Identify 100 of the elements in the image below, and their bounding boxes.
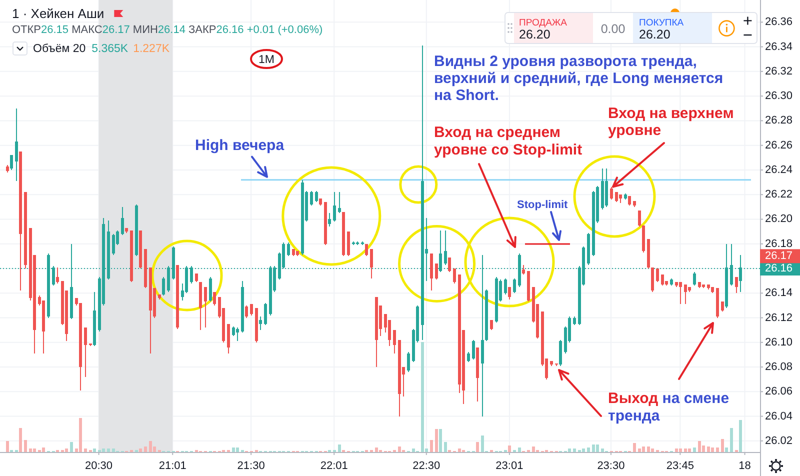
annotation: Выход на смене тренда	[608, 390, 730, 424]
bar	[338, 444, 341, 452]
candlestick	[338, 192, 341, 214]
bar	[19, 428, 22, 452]
y-tick-label: 26.18	[765, 238, 793, 250]
y-tick-label: 26.32	[765, 65, 793, 78]
annotation: Видны 2 уровня разворота тренда, верхний и средний, где Long меняется на Short.	[434, 53, 724, 104]
x-tick-label: 23:45	[666, 460, 694, 472]
annotation: 5.365K	[92, 43, 128, 55]
annotation: Вход на верхнем уровне	[608, 105, 734, 139]
bar	[139, 448, 142, 452]
bar	[412, 448, 415, 452]
x-tick-label: 23:30	[597, 460, 625, 472]
y-tick-label: 26.20	[765, 213, 793, 226]
annotation: 26.20	[639, 28, 670, 42]
bar	[596, 444, 599, 452]
bar	[688, 448, 691, 452]
bar	[693, 448, 696, 452]
bar	[232, 448, 235, 452]
x-tick-label: 20:30	[85, 460, 113, 472]
annotation: ПОКУПКА	[639, 18, 684, 28]
x-tick-label: 18	[738, 460, 751, 472]
bar	[651, 448, 654, 452]
bar	[430, 440, 433, 452]
bar	[107, 448, 110, 452]
bar	[102, 448, 105, 452]
bar	[508, 445, 511, 452]
x-tick-label: 21:01	[158, 460, 186, 472]
bar	[435, 428, 438, 452]
x-tick-label: 23:01	[496, 460, 524, 472]
annotation: 0.00	[600, 22, 626, 36]
chart-title: Объём 20	[33, 43, 86, 55]
y-tick-label: 26.24	[765, 164, 793, 176]
bar	[592, 444, 595, 452]
bar	[458, 448, 461, 452]
y-tick-label: 26.04	[765, 410, 793, 422]
y-tick-label: 26.34	[765, 40, 793, 53]
bar	[721, 438, 724, 452]
bar	[707, 446, 710, 452]
annotation: 1.227K	[133, 43, 170, 55]
text: 26.17	[765, 250, 793, 262]
bar	[532, 446, 535, 452]
annotation: ПРОДАЖА	[519, 18, 568, 28]
bar	[573, 448, 576, 452]
x-tick-label: 22:30	[412, 460, 440, 472]
bar	[398, 446, 401, 452]
y-tick-label: 26.26	[765, 139, 793, 152]
bar	[638, 448, 641, 452]
bar	[24, 440, 27, 452]
bar	[6, 441, 9, 452]
bar	[112, 448, 115, 452]
bar	[684, 448, 687, 452]
annotation: Stop-limit	[517, 199, 568, 211]
y-tick-label: 26.14	[765, 287, 793, 300]
y-tick-label: 26.36	[765, 16, 793, 28]
bar	[70, 442, 73, 452]
bar	[711, 448, 714, 452]
bar	[647, 446, 650, 452]
bar	[568, 448, 571, 452]
x-tick-label: 21:30	[237, 460, 265, 472]
bar	[236, 448, 239, 452]
bar	[79, 418, 82, 452]
bar	[144, 446, 147, 452]
y-tick-label: 26.10	[765, 336, 793, 348]
bar	[716, 448, 719, 452]
bar	[633, 443, 636, 452]
bar	[702, 445, 705, 452]
y-tick-label: 26.22	[765, 188, 793, 201]
bar	[582, 448, 585, 452]
bar	[29, 448, 32, 452]
bar	[481, 436, 484, 452]
bar	[476, 442, 479, 452]
ref-line-label: 26.16	[765, 262, 793, 274]
annotation: 1M	[258, 54, 274, 66]
bar	[679, 448, 682, 452]
bar	[739, 420, 742, 452]
bar	[84, 448, 87, 452]
y-tick-label: 26.30	[765, 90, 793, 102]
bar	[601, 448, 604, 452]
bar	[149, 441, 152, 452]
y-tick-label: 26.06	[765, 386, 793, 398]
annotation: Вход на среднем уровне со Stop-limit	[434, 124, 582, 158]
annotation: 26.20	[519, 28, 550, 42]
bar	[93, 448, 96, 452]
text: 1 · Хейкен Аши	[12, 6, 104, 21]
bar	[33, 448, 36, 452]
x-tick-label: 22:01	[320, 460, 348, 472]
bar	[65, 448, 68, 452]
y-tick-label: 26.12	[765, 312, 793, 324]
bar	[444, 442, 447, 452]
bar	[730, 428, 733, 452]
bar	[587, 448, 590, 452]
y-tick-label: 26.28	[765, 114, 793, 127]
y-tick-label: 26.02	[765, 434, 793, 447]
bar	[725, 448, 728, 452]
text: ОТКР26.15 МАКС26.17 МИН26.14 ЗАКР26.16 +0.01 (+0.06%)	[12, 24, 323, 36]
bar	[698, 441, 701, 452]
bar	[421, 342, 424, 452]
bar	[42, 448, 45, 452]
ref-line-label: High вечера	[195, 136, 285, 154]
